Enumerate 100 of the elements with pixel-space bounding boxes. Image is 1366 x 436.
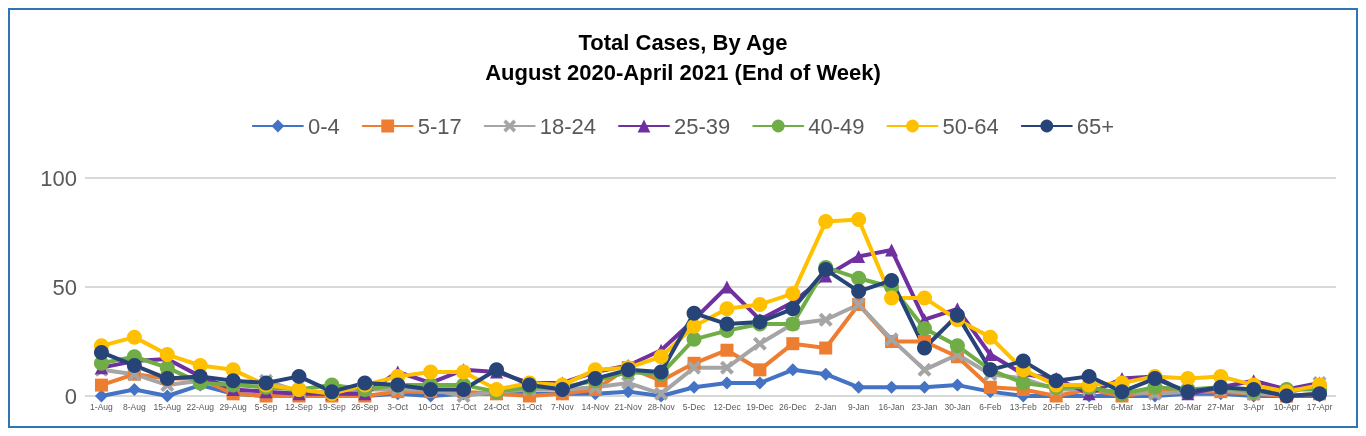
- point: [851, 270, 867, 286]
- x-tick-label: 27-Feb: [1075, 401, 1103, 412]
- x-tick-label: 24-Oct: [483, 401, 510, 412]
- point: [720, 376, 734, 390]
- y-tick-label: 50: [52, 274, 77, 300]
- point: [917, 362, 932, 377]
- x-tick-label: 13-Feb: [1009, 401, 1037, 412]
- point: [786, 363, 800, 377]
- point: [818, 214, 834, 230]
- legend-label: 5-17: [417, 113, 462, 139]
- x-tick-label: 6-Mar: [1110, 401, 1134, 412]
- x-tick-label: 2-Jan: [815, 401, 837, 412]
- point: [982, 329, 998, 345]
- x-tick-label: 14-Nov: [581, 401, 610, 412]
- x-tick-label: 16-Jan: [878, 401, 905, 412]
- chart-title: Total Cases, By Age August 2020-April 2021 (End of Week): [485, 29, 881, 85]
- point: [159, 347, 175, 363]
- point: [949, 338, 965, 354]
- point: [225, 373, 241, 389]
- x-tick-label: 28-Nov: [647, 401, 676, 412]
- x-tick-label: 27-Mar: [1207, 401, 1235, 412]
- point: [917, 320, 932, 336]
- point: [126, 329, 142, 345]
- legend-label: 65+: [1076, 113, 1115, 139]
- x-tick-label: 3-Oct: [387, 401, 409, 412]
- point: [885, 243, 899, 257]
- legend-label: 18-24: [539, 113, 596, 139]
- x-tick-label: 10-Oct: [417, 401, 445, 412]
- point: [983, 348, 997, 362]
- x-tick-label: 12-Sep: [285, 401, 313, 412]
- point: [94, 378, 108, 392]
- x-tick-label: 20-Feb: [1042, 401, 1070, 412]
- point: [917, 380, 931, 394]
- x-tick-label: 30-Jan: [944, 401, 971, 412]
- point: [720, 343, 734, 357]
- point: [1015, 375, 1031, 391]
- point: [1180, 371, 1196, 387]
- x-tick-label: 21-Nov: [614, 401, 643, 412]
- point: [917, 290, 932, 306]
- point: [818, 312, 833, 327]
- point: [819, 367, 833, 381]
- x-tick-label: 20-Mar: [1174, 401, 1202, 412]
- x-tick-label: 19-Sep: [318, 401, 346, 412]
- legend-label: 40-49: [808, 113, 865, 139]
- point: [884, 272, 900, 288]
- point: [753, 376, 767, 390]
- point: [785, 286, 801, 302]
- x-tick-label: 26-Sep: [351, 401, 379, 412]
- x-tick-label: 15-Aug: [153, 401, 182, 412]
- point: [983, 380, 997, 394]
- point: [423, 364, 439, 380]
- point: [852, 249, 866, 263]
- point: [852, 380, 866, 394]
- point: [1015, 353, 1031, 369]
- x-tick-label: 26-Dec: [779, 401, 808, 412]
- point: [687, 380, 701, 394]
- point: [93, 344, 109, 360]
- point: [719, 316, 735, 332]
- point: [686, 331, 702, 347]
- point: [456, 381, 472, 397]
- point: [885, 380, 899, 394]
- x-tick-label: 3-Apr: [1243, 401, 1265, 412]
- x-tick-label: 12-Dec: [713, 401, 742, 412]
- point: [653, 349, 669, 365]
- point: [719, 301, 735, 317]
- x-tick-label: 1-Aug: [90, 401, 114, 412]
- x-tick-label: 23-Jan: [911, 401, 938, 412]
- point: [752, 296, 768, 312]
- legend-label: 50-64: [942, 113, 999, 139]
- x-tick-label: 13-Mar: [1141, 401, 1169, 412]
- point: [94, 389, 108, 403]
- point: [127, 382, 141, 396]
- point: [785, 301, 801, 317]
- point: [851, 283, 867, 299]
- legend-label: 25-39: [673, 113, 731, 139]
- point: [752, 336, 767, 351]
- x-tick-label: 10-Apr: [1273, 401, 1300, 412]
- point: [786, 337, 800, 351]
- x-tick-label: 7-Nov: [551, 401, 575, 412]
- x-tick-label: 6-Feb: [979, 401, 1002, 412]
- x-tick-label: 17-Apr: [1306, 401, 1333, 412]
- y-tick-label: 100: [40, 165, 77, 191]
- point: [621, 385, 635, 399]
- x-tick-label: 5-Sep: [254, 401, 278, 412]
- point: [686, 305, 702, 321]
- point: [719, 360, 734, 375]
- point: [1081, 368, 1097, 384]
- point: [687, 360, 702, 375]
- point: [949, 307, 965, 323]
- point: [851, 211, 867, 227]
- x-tick-label: 9-Jan: [848, 401, 870, 412]
- x-tick-label: 31-Oct: [516, 401, 543, 412]
- point: [160, 389, 174, 403]
- x-tick-label: 29-Aug: [219, 401, 248, 412]
- point: [126, 357, 142, 373]
- point: [884, 290, 900, 306]
- point: [950, 378, 964, 392]
- y-tick-label: 0: [64, 383, 77, 409]
- legend-label: 0-4: [307, 113, 340, 139]
- x-tick-label: 19-Dec: [746, 401, 775, 412]
